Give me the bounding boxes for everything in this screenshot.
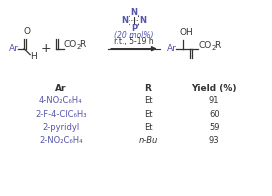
Text: +: +	[41, 42, 51, 55]
Text: Et: Et	[144, 110, 152, 119]
Text: 59: 59	[209, 123, 220, 132]
Text: 60: 60	[209, 110, 220, 119]
Text: 2-NO₂C₆H₄: 2-NO₂C₆H₄	[39, 136, 83, 145]
Text: OH: OH	[180, 28, 193, 37]
Text: Ar: Ar	[167, 44, 177, 53]
Text: 4-NO₂C₆H₄: 4-NO₂C₆H₄	[39, 96, 83, 105]
Text: Et: Et	[144, 123, 152, 132]
Text: N: N	[140, 16, 146, 25]
Text: R: R	[144, 84, 151, 93]
Text: R: R	[214, 41, 220, 50]
Text: 2: 2	[211, 45, 216, 51]
Text: Ar: Ar	[55, 84, 67, 93]
Text: H: H	[30, 52, 37, 61]
Text: r.t., 5-19 h: r.t., 5-19 h	[114, 37, 154, 46]
Text: O: O	[23, 27, 30, 36]
Text: Et: Et	[144, 96, 152, 105]
Text: Ar: Ar	[9, 44, 19, 53]
Text: Yield (%): Yield (%)	[191, 84, 237, 93]
Text: CO: CO	[198, 41, 212, 50]
Text: (20 mol%): (20 mol%)	[114, 31, 154, 40]
Text: R: R	[80, 40, 86, 49]
Text: 93: 93	[209, 136, 220, 145]
Text: N: N	[131, 8, 138, 17]
Text: n-Bu: n-Bu	[138, 136, 157, 145]
Text: 91: 91	[209, 96, 220, 105]
Text: P: P	[131, 24, 137, 34]
Text: CO: CO	[64, 40, 77, 49]
Text: N: N	[122, 16, 129, 25]
Text: 2: 2	[77, 44, 81, 50]
Text: 2-F-4-ClC₆H₃: 2-F-4-ClC₆H₃	[35, 110, 86, 119]
Text: 2-pyridyl: 2-pyridyl	[42, 123, 79, 132]
